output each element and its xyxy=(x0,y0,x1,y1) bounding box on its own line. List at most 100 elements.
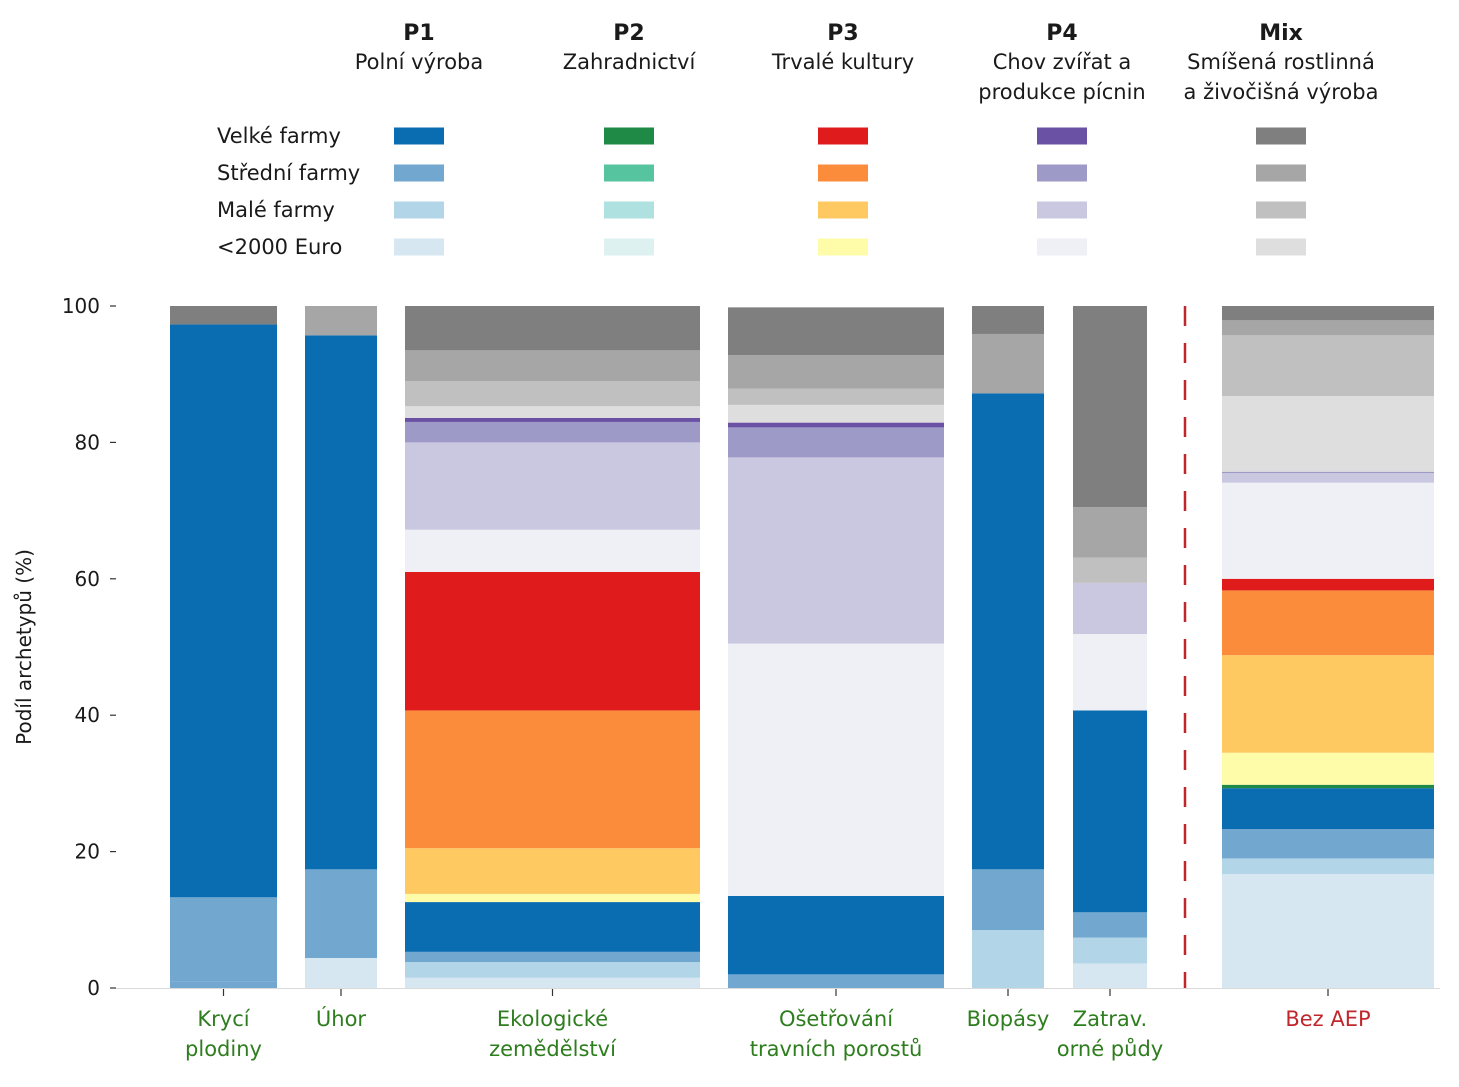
bar-segment-p3-0 xyxy=(405,571,700,711)
bar-segment-p3-3 xyxy=(1222,752,1434,785)
bar-segment-mix-1 xyxy=(305,306,377,336)
legend-group-name-mix: a živočišná výroba xyxy=(1184,80,1379,104)
legend-row-label: Malé farmy xyxy=(217,198,335,222)
legend-swatch-p2-2 xyxy=(604,201,654,219)
x-category-label: Biopásy xyxy=(967,1007,1050,1031)
legend-swatch-mix-0 xyxy=(1256,127,1306,145)
bar-segment-p1-1 xyxy=(170,897,277,982)
bar-segment-mix-0 xyxy=(1222,306,1434,321)
bar-segment-p1-0 xyxy=(1073,710,1147,913)
bar-segment-p4-2 xyxy=(1073,582,1147,635)
bar-segment-p1-2 xyxy=(1073,937,1147,964)
x-category-label: zemědělství xyxy=(489,1037,617,1061)
x-category-label: travních porostů xyxy=(750,1037,923,1061)
bar-segment-p1-3 xyxy=(1073,963,1147,988)
bar-segment-p3-0 xyxy=(1222,578,1434,591)
x-category-label: Ekologické xyxy=(497,1007,608,1031)
legend-group-code-p3: P3 xyxy=(827,21,858,46)
bar-segment-p4-2 xyxy=(728,457,944,644)
bar-segment-p2-0 xyxy=(1222,784,1434,789)
legend-swatch-p1-3 xyxy=(394,238,444,256)
x-category-label: Bez AEP xyxy=(1285,1007,1370,1031)
bar-segment-mix-0 xyxy=(972,306,1044,334)
bar-segment-mix-0 xyxy=(170,306,277,325)
bar-segment-p1-0 xyxy=(728,895,944,975)
y-tick-label: 0 xyxy=(87,976,100,1000)
legend-row-label: Střední farmy xyxy=(217,161,360,185)
legend-swatch-p4-1 xyxy=(1037,164,1087,182)
bar-segment-mix-0 xyxy=(405,306,700,351)
bar-segment-p1-3 xyxy=(1222,874,1434,988)
legend-swatch-p1-0 xyxy=(394,127,444,145)
y-axis-label: Podíl archetypů (%) xyxy=(12,549,36,745)
bar-segment-p3-2 xyxy=(1222,655,1434,753)
legend-swatch-p2-0 xyxy=(604,127,654,145)
bar-segment-p3-1 xyxy=(1222,590,1434,656)
bar-segment-p4-3 xyxy=(1073,634,1147,711)
legend-group-code-p1: P1 xyxy=(403,21,434,46)
bar-segment-p4-1 xyxy=(1222,471,1434,474)
legend-swatch-p1-1 xyxy=(394,164,444,182)
x-category-label: orné půdy xyxy=(1057,1037,1163,1061)
bar-segment-p1-0 xyxy=(972,393,1044,870)
bar-segment-mix-1 xyxy=(1222,320,1434,336)
bar-segment-mix-2 xyxy=(405,381,700,407)
bar-segment-p3-1 xyxy=(405,710,700,849)
bar-segment-mix-3 xyxy=(405,406,700,418)
y-tick-label: 20 xyxy=(75,840,100,864)
y-tick-label: 100 xyxy=(62,294,100,318)
bar-segment-mix-0 xyxy=(728,307,944,356)
bar-segment-p4-1 xyxy=(728,427,944,458)
legend-swatch-p4-3 xyxy=(1037,238,1087,256)
bar-segment-p3-2 xyxy=(405,848,700,894)
bar-segment-p1-1 xyxy=(305,869,377,958)
bar-segment-mix-3 xyxy=(728,404,944,423)
legend-group-name-p3: Trvalé kultury xyxy=(771,50,914,74)
bar-segment-mix-1 xyxy=(405,350,700,382)
y-tick-label: 60 xyxy=(75,567,100,591)
bar-segment-p1-1 xyxy=(170,981,277,988)
bar-segment-mix-3 xyxy=(1222,396,1434,472)
legend-group-name-p4: produkce pícnin xyxy=(978,80,1145,104)
x-category-label: Zatrav. xyxy=(1073,1007,1147,1031)
legend-swatch-mix-1 xyxy=(1256,164,1306,182)
y-tick-label: 40 xyxy=(75,703,100,727)
bar-segment-p4-3 xyxy=(728,643,944,896)
bar-segment-p4-0 xyxy=(405,417,700,422)
y-tick-label: 80 xyxy=(75,430,100,454)
legend-group-name-p4: Chov zvířat a xyxy=(993,50,1132,74)
legend-group-name-p1: Polní výroba xyxy=(355,50,484,74)
bar-segment-p1-1 xyxy=(1073,912,1147,938)
legend-swatch-p3-1 xyxy=(818,164,868,182)
legend-row-label: Velké farmy xyxy=(217,124,341,148)
legend-swatch-p2-3 xyxy=(604,238,654,256)
legend-group-code-p4: P4 xyxy=(1046,21,1077,46)
bar-segment-p1-1 xyxy=(405,951,700,963)
bar-segment-p4-2 xyxy=(405,442,700,530)
bar-segment-mix-0 xyxy=(1073,306,1147,508)
legend-group-name-mix: Smíšená rostlinná xyxy=(1187,50,1375,74)
bar-segment-p1-3 xyxy=(405,977,700,988)
legend-swatch-p4-2 xyxy=(1037,201,1087,219)
bar-segment-p1-2 xyxy=(1222,858,1434,875)
bar-segment-mix-1 xyxy=(972,333,1044,394)
bar-segment-p1-0 xyxy=(1222,788,1434,830)
bar-segment-mix-1 xyxy=(1073,507,1147,558)
bar-segment-p1-1 xyxy=(1222,829,1434,859)
bar-segment-mix-2 xyxy=(1073,557,1147,583)
legend-swatch-p3-0 xyxy=(818,127,868,145)
legend-swatch-p4-0 xyxy=(1037,127,1087,145)
bar-segment-mix-2 xyxy=(728,388,944,405)
bar-segment-p1-1 xyxy=(972,869,1044,931)
bar-segment-p4-2 xyxy=(1222,473,1434,483)
x-category-label: Krycí xyxy=(197,1007,250,1031)
legend-group-code-mix: Mix xyxy=(1259,21,1303,46)
bar-segment-mix-2 xyxy=(1222,335,1434,397)
bar-segment-p4-3 xyxy=(405,529,700,572)
x-category-label: Ošetřování xyxy=(779,1007,894,1031)
legend-swatch-mix-2 xyxy=(1256,201,1306,219)
x-category-label: plodiny xyxy=(185,1037,262,1061)
bar-segment-p4-1 xyxy=(405,421,700,443)
legend-swatch-p3-3 xyxy=(818,238,868,256)
